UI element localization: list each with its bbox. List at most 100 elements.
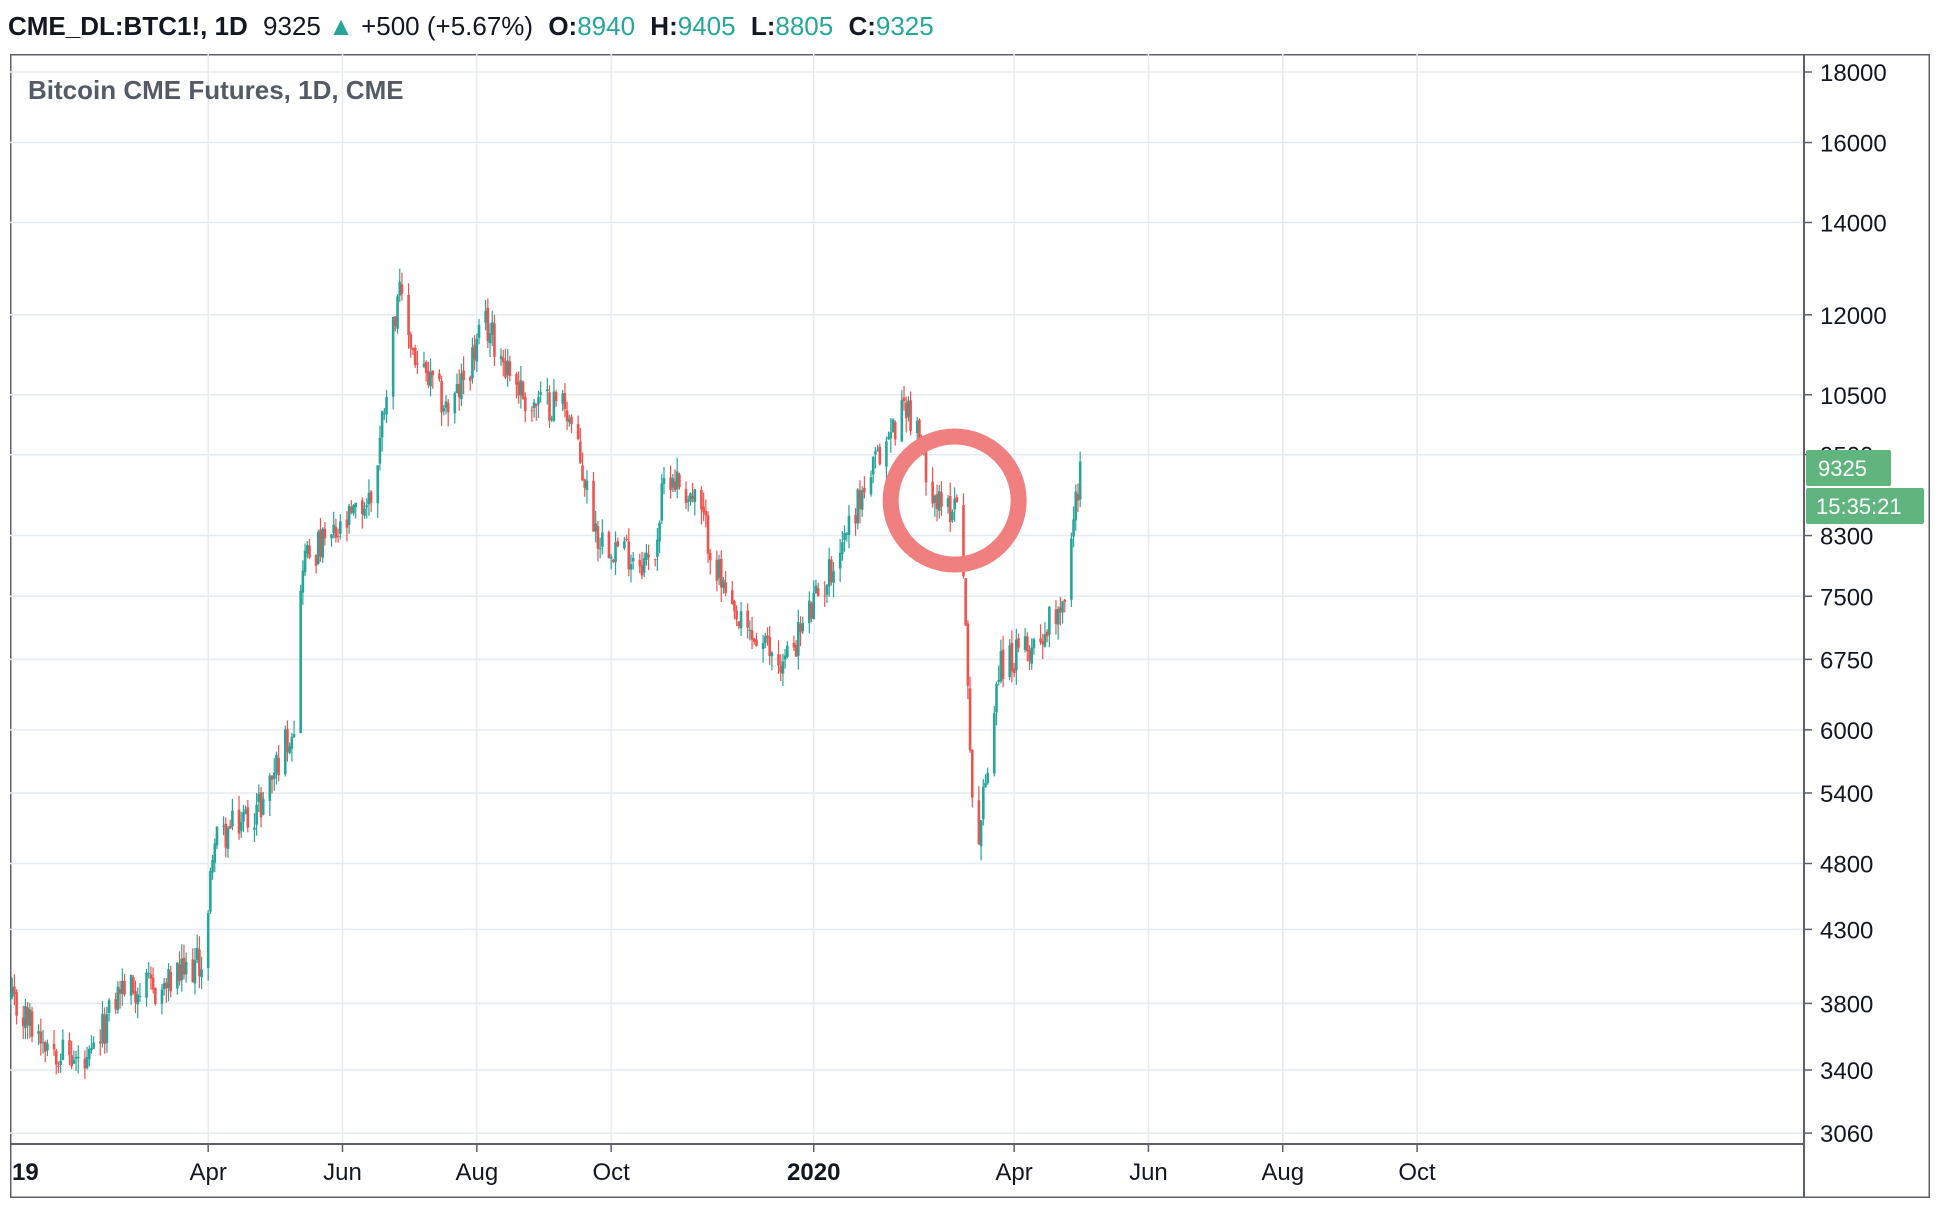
candle-body: [1008, 645, 1012, 678]
price-axis[interactable]: 1800016000140001200010500950083007500675…: [1804, 60, 1887, 1148]
close-value: 9325: [875, 11, 934, 41]
candle-body: [169, 971, 173, 992]
candle-body: [211, 859, 214, 873]
candle-body: [138, 996, 142, 998]
candle-body: [746, 610, 749, 628]
candle-body: [484, 310, 487, 323]
candle-body: [422, 363, 426, 367]
candle-body: [625, 538, 628, 541]
candle-body: [90, 1048, 93, 1051]
candle-body: [722, 579, 725, 588]
x-tick-label: Aug: [1261, 1159, 1304, 1186]
x-tick-label: Oct: [1398, 1159, 1436, 1186]
price-chart[interactable]: 1800016000140001200010500950083007500675…: [8, 53, 1931, 1199]
x-tick-label: Aug: [455, 1159, 498, 1186]
candle-body: [860, 490, 864, 510]
candle-body: [689, 493, 692, 502]
candle-body: [180, 958, 184, 980]
candle-body: [691, 495, 694, 500]
candle-body: [193, 960, 197, 984]
candle-body: [72, 1059, 76, 1064]
y-tick-label: 7500: [1820, 584, 1873, 611]
candle-body: [178, 964, 181, 982]
candle-body: [918, 419, 921, 445]
candle-body: [288, 746, 291, 754]
low-label: L:: [750, 11, 776, 41]
candle-body: [493, 323, 496, 357]
chart-frame[interactable]: 1800016000140001200010500950083007500675…: [8, 53, 1931, 1199]
candle-body: [380, 411, 384, 438]
candle-body: [581, 465, 584, 481]
candle-body: [607, 532, 611, 559]
candle-body: [330, 534, 333, 539]
candle-body: [471, 347, 474, 379]
candle-body: [614, 542, 617, 563]
candle-body: [490, 322, 494, 335]
close-label: C:: [848, 11, 876, 41]
candle-body: [843, 532, 846, 540]
candle-body: [253, 827, 256, 830]
candle-body: [904, 402, 908, 419]
candle-body: [350, 507, 353, 513]
candle-body: [59, 1060, 62, 1065]
time-axis[interactable]: 19 Apr Jun Aug Oct 2020 Apr Jun Aug Oct: [9, 1144, 1436, 1186]
candle-body: [563, 393, 567, 410]
candle-body: [92, 1042, 95, 1049]
candle-body: [237, 809, 241, 834]
chart-title: Bitcoin CME Futures, 1D, CME: [28, 75, 404, 105]
y-tick-label: 6750: [1820, 647, 1873, 674]
candle-body: [823, 595, 827, 597]
candle-body: [321, 528, 324, 558]
candle-body: [832, 571, 835, 583]
candle-body: [255, 804, 258, 825]
open-value: 8940: [577, 11, 636, 41]
candle-body: [673, 480, 677, 491]
candle-body: [74, 1056, 78, 1059]
open-label: O:: [548, 11, 578, 41]
candle-body: [616, 541, 620, 547]
candle-body: [797, 621, 800, 656]
candle-body: [702, 506, 705, 513]
candle-body: [1043, 634, 1047, 647]
candle-body: [992, 713, 996, 774]
candle-body: [114, 999, 117, 1010]
candle-body: [24, 1006, 27, 1029]
candle-body: [979, 820, 983, 847]
candle-body: [955, 497, 959, 503]
candle-body: [748, 629, 752, 631]
candle-body: [10, 987, 14, 997]
candle-body: [231, 810, 234, 827]
y-tick-label: 6000: [1820, 718, 1873, 745]
candle-body: [871, 457, 875, 475]
candle-body: [151, 977, 155, 990]
candle-body: [638, 560, 642, 567]
candle-body: [136, 994, 140, 1005]
candle-body: [376, 465, 380, 504]
candle-body: [863, 487, 866, 493]
candle-body: [953, 498, 956, 510]
candle-body: [739, 611, 743, 629]
candle-body: [579, 441, 582, 463]
candle-body: [107, 1000, 111, 1013]
candle-body: [1072, 519, 1075, 537]
candle-body: [1045, 631, 1049, 637]
candle-body: [103, 1015, 106, 1044]
candle-body: [550, 419, 553, 421]
candle-body: [786, 645, 789, 657]
candle-body: [167, 969, 170, 988]
candle-body: [717, 559, 721, 579]
candle-body: [893, 422, 897, 440]
candle-body: [706, 515, 710, 554]
candle-body: [981, 786, 985, 820]
candle-body: [997, 680, 1000, 682]
candle-body: [583, 479, 587, 488]
candle-body: [730, 590, 734, 604]
candles: [8, 268, 1082, 1079]
candle-body: [808, 600, 811, 624]
candle-body: [242, 812, 245, 822]
candle-body: [951, 511, 954, 520]
candle-body: [1015, 639, 1018, 671]
candle-body: [647, 554, 650, 558]
candle-body: [292, 734, 296, 738]
chart-header: CME_DL:BTC1!, 1D 9325 ▲ +500 (+5.67%) O:…: [8, 6, 934, 46]
